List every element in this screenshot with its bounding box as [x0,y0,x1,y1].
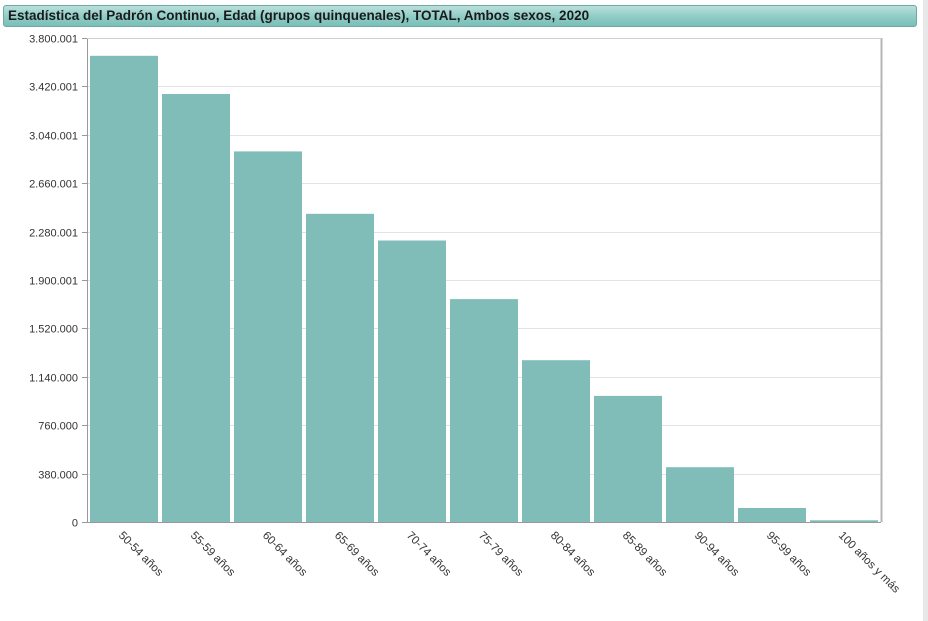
x-tick-label: 80-84 años [548,530,597,579]
y-tick-label: 380.000 [38,470,78,482]
bar [810,520,878,522]
y-tick-label: 0 [72,518,78,530]
y-tick-label: 3.800.001 [29,34,78,46]
x-tick-label: 55-59 años [188,530,237,579]
x-tick-label: 50-54 años [116,530,165,579]
y-tick-label: 1.520.000 [29,324,78,336]
y-tick-label: 2.280.001 [29,228,78,240]
y-tick-label: 1.140.000 [29,373,78,385]
y-tick-label: 3.040.001 [29,131,78,143]
scrollbar-track[interactable] [923,0,928,621]
y-tick-label: 760.000 [38,421,78,433]
x-tick-label: 65-69 años [332,530,381,579]
bar [738,508,806,522]
x-tick-label: 85-89 años [620,530,669,579]
x-tick-label: 100 años y más [836,530,902,596]
x-tick-label: 75-79 años [476,530,525,579]
bar [450,299,518,522]
x-tick-label: 60-64 años [260,530,309,579]
bar [90,55,158,523]
chart-title: Estadística del Padrón Continuo, Edad (g… [8,8,590,23]
y-tick-label: 3.420.001 [29,82,78,94]
bar [666,467,734,522]
y-tick-label: 1.900.001 [29,276,78,288]
bar [378,240,446,522]
x-tick-label: 95-99 años [764,530,813,579]
chart-title-bar: Estadística del Padrón Continuo, Edad (g… [3,5,917,27]
bar [306,213,374,523]
x-tick-label: 90-94 años [692,530,741,579]
bar [594,395,662,522]
bar [162,94,230,522]
bar [522,360,590,522]
bar [234,151,302,522]
x-tick-label: 70-74 años [404,530,453,579]
y-tick-label: 2.660.001 [29,179,78,191]
